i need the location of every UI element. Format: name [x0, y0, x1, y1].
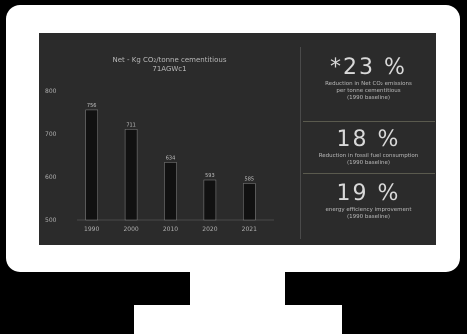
- stat-energy-efficiency: 19 % energy efficiency improvement (1990…: [301, 181, 436, 221]
- stat-description-line2: per tonne cementitious: [336, 88, 401, 94]
- bar-2021: [243, 183, 256, 221]
- monitor-stand-base: [134, 305, 342, 334]
- data-label: 756: [87, 103, 97, 109]
- data-label: 585: [245, 176, 255, 182]
- x-tick-label: 2010: [163, 226, 178, 233]
- x-tick-label: 2020: [202, 226, 217, 233]
- stat-description: Reduction in Net CO₂ emissions: [325, 81, 412, 87]
- x-tick-label: 2021: [242, 226, 257, 233]
- bar-2010: [164, 162, 177, 221]
- x-tick-label: 1990: [84, 226, 99, 233]
- stat-baseline: (1990 baseline): [346, 95, 391, 101]
- bar-2000: [124, 129, 138, 221]
- y-tick-label: 800: [45, 88, 57, 95]
- stat-divider: [303, 121, 435, 122]
- stat-description: Reduction in fossil fuel consumption: [318, 153, 419, 159]
- y-tick-label: 600: [45, 174, 57, 181]
- stats-panel: *23 % Reduction in Net CO₂ emissions per…: [301, 33, 436, 245]
- stat-co2-reduction: *23 % Reduction in Net CO₂ emissions per…: [301, 55, 436, 102]
- stat-fossil-fuel-reduction: 18 % Reduction in fossil fuel consumptio…: [301, 127, 436, 167]
- stat-value: 18 %: [336, 127, 401, 152]
- data-label: 593: [205, 173, 215, 179]
- bar-2020: [203, 179, 217, 221]
- stat-value: *23 %: [330, 55, 407, 80]
- stat-divider: [303, 173, 435, 174]
- y-tick-label: 700: [45, 131, 57, 138]
- panel-divider: [300, 47, 301, 239]
- monitor-stand-neck: [190, 272, 285, 306]
- monitor-screen: Net - Kg CO₂/tonne cementitious 71AGWc1 …: [39, 33, 436, 245]
- stat-value: 19 %: [336, 181, 401, 206]
- data-label: 711: [126, 122, 136, 128]
- stat-baseline: (1990 baseline): [346, 160, 391, 166]
- y-tick-label: 500: [45, 217, 57, 224]
- chart-title: Net - Kg CO₂/tonne cementitious 71AGWc1: [77, 56, 262, 74]
- stat-description: energy efficiency improvement: [325, 207, 412, 213]
- bar-chart: 500 600 700 800 756 1990 711 2000 634 2010 593 2020…: [45, 88, 274, 233]
- chart-title-line1: Net - Kg CO₂/tonne cementitious: [112, 56, 227, 64]
- data-label: 634: [166, 155, 176, 161]
- stat-baseline: (1990 baseline): [346, 214, 391, 220]
- bar-1990: [85, 109, 98, 221]
- x-tick-label: 2000: [123, 226, 138, 233]
- chart-title-line2: 71AGWc1: [152, 65, 187, 73]
